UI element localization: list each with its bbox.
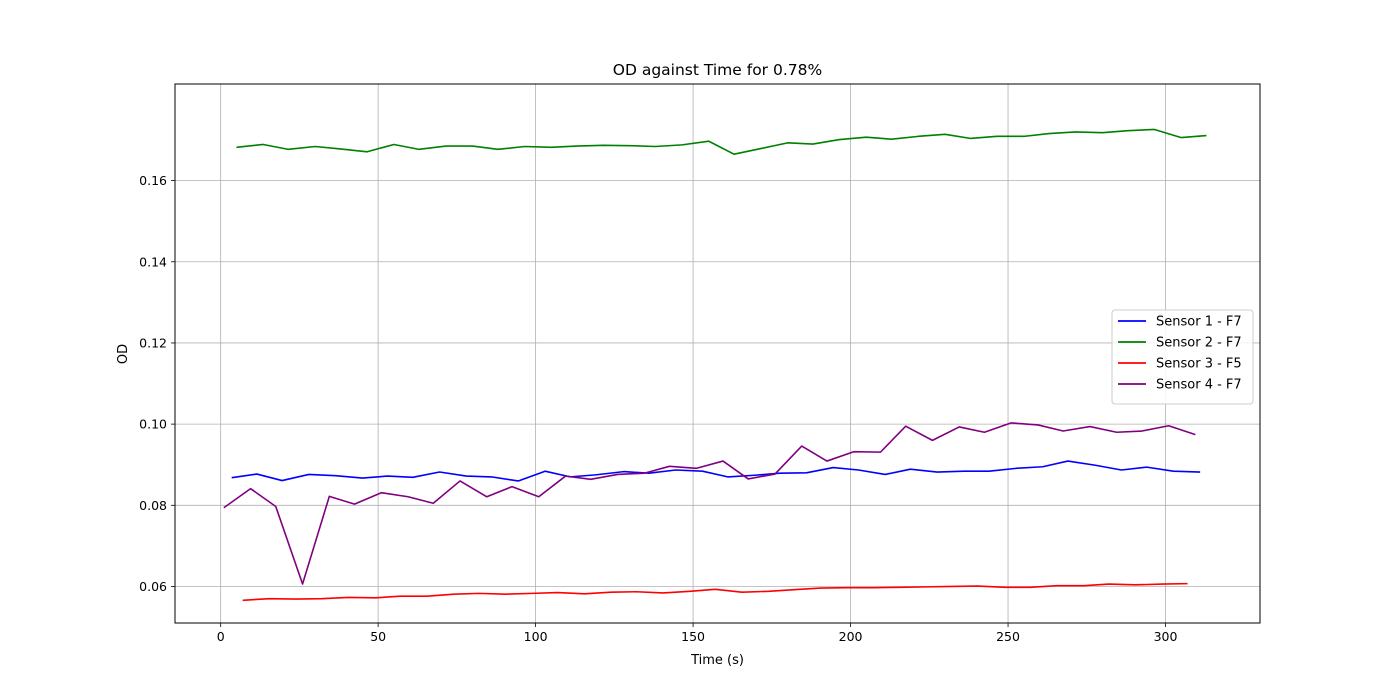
x-axis-label: Time (s) bbox=[690, 653, 744, 668]
legend-label: Sensor 2 - F7 bbox=[1156, 336, 1242, 351]
y-axis-ticks: 0.06 0.08 0.10 0.12 0.14 0.16 bbox=[139, 173, 175, 594]
legend-box bbox=[1111, 309, 1254, 405]
x-tick-label: 200 bbox=[839, 629, 863, 644]
y-tick-label: 0.10 bbox=[139, 417, 167, 432]
series-line-sensor-3 bbox=[242, 582, 1188, 602]
y-tick-label: 0.16 bbox=[139, 173, 167, 188]
y-tick-label: 0.12 bbox=[139, 335, 167, 350]
legend-label: Sensor 4 - F7 bbox=[1156, 378, 1242, 393]
plot-frame bbox=[174, 83, 1261, 624]
x-tick-label: 0 bbox=[217, 629, 225, 644]
y-tick-label: 0.08 bbox=[139, 498, 167, 513]
chart-title: OD against Time for 0.78% bbox=[613, 61, 822, 79]
x-tick-label: 150 bbox=[681, 629, 705, 644]
legend-label: Sensor 1 - F7 bbox=[1156, 315, 1242, 330]
series-line-sensor-1 bbox=[231, 460, 1201, 482]
series-group bbox=[223, 128, 1207, 602]
y-tick-label: 0.06 bbox=[139, 579, 167, 594]
x-tick-label: 100 bbox=[524, 629, 548, 644]
legend: Sensor 1 - F7 Sensor 2 - F7 Sensor 3 - F5 S… bbox=[1111, 309, 1254, 405]
grid bbox=[175, 84, 1260, 623]
x-tick-label: 50 bbox=[370, 629, 386, 644]
y-tick-label: 0.14 bbox=[139, 254, 167, 269]
x-tick-label: 250 bbox=[996, 629, 1020, 644]
x-tick-label: 300 bbox=[1154, 629, 1178, 644]
legend-label: Sensor 3 - F5 bbox=[1156, 357, 1242, 372]
series-line-sensor-4 bbox=[223, 422, 1196, 585]
y-axis-label: OD bbox=[116, 344, 131, 364]
series-line-sensor-2 bbox=[236, 128, 1207, 156]
x-axis-ticks: 0 50 100 150 200 250 300 bbox=[217, 623, 1178, 644]
